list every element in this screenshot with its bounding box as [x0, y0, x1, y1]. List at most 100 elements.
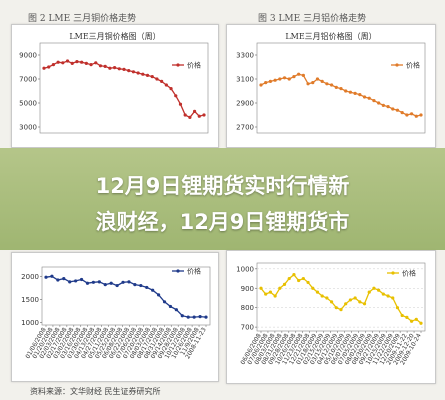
caption-right: 图 3 LME 三月铝价格走势	[258, 14, 367, 24]
legend-marker	[391, 271, 395, 275]
price-data-point	[273, 78, 277, 82]
price-data-point	[301, 73, 305, 77]
price-data-point	[353, 296, 357, 300]
price-data-point	[334, 85, 338, 89]
price-data-point	[108, 66, 112, 70]
plot-frame	[256, 42, 426, 134]
price-data-point	[198, 315, 202, 319]
price-data-point	[287, 276, 291, 281]
price-data-point	[400, 111, 404, 115]
price-data-point	[339, 308, 343, 312]
yellow-price-chart: 7008009001000价格06/06/200807/06/200808/03…	[236, 262, 426, 366]
price-data-point	[141, 72, 145, 76]
plot-frame	[41, 266, 211, 326]
price-data-point	[98, 64, 103, 68]
price-data-point	[155, 77, 159, 81]
price-data-point	[79, 277, 84, 282]
price-data-point	[419, 321, 423, 325]
price-data-point	[117, 67, 121, 71]
aluminum-chart: LME三月铝价格图（周） 2700 2900 3100 3300 价格	[236, 31, 426, 134]
price-data-point	[51, 63, 56, 67]
price-data-point	[297, 278, 301, 283]
price-data-point	[180, 314, 184, 318]
legend-marker	[395, 63, 399, 67]
legend-label: 价格	[402, 269, 416, 278]
price-data-point	[315, 77, 320, 81]
price-data-point	[56, 278, 60, 282]
price-data-point	[103, 283, 107, 287]
price-data-point	[391, 296, 395, 300]
plot-frame	[256, 262, 426, 332]
headline-banner[interactable]: 12月9日锂期货实时行情新 浪财经，12月9日锂期货市	[0, 148, 445, 250]
source-note: 资料来源：文华财经 民生证券研究所	[30, 387, 161, 396]
price-data-point	[169, 87, 173, 91]
price-data-point	[145, 285, 149, 290]
y-tick-label: 900	[241, 285, 254, 293]
price-data-point	[103, 64, 107, 68]
price-data-point	[297, 72, 301, 76]
legend-marker	[176, 269, 180, 273]
price-data-point	[97, 280, 101, 284]
price-data-point	[50, 274, 54, 278]
chart-title: LME三月铝价格图（周）	[285, 31, 376, 41]
price-data-point	[353, 91, 357, 95]
legend-label: 价格	[187, 267, 201, 276]
price-data-point	[91, 280, 96, 284]
price-data-point	[377, 101, 381, 105]
price-data-point	[372, 99, 376, 103]
price-data-point	[85, 281, 90, 285]
price-data-point	[414, 114, 418, 118]
price-data-point	[329, 300, 334, 304]
price-data-point	[139, 283, 143, 288]
price-data-point	[311, 286, 315, 290]
price-data-point	[56, 60, 60, 64]
price-data-point	[268, 290, 273, 294]
legend-marker	[176, 63, 180, 67]
price-data-point	[259, 286, 263, 290]
blue-price-chart: 100015002000价格01/06/200801/20/200802/03/…	[21, 266, 211, 360]
price-data-point	[160, 79, 164, 83]
headline-line-1: 12月9日锂期货实时行情新	[95, 174, 350, 198]
y-tick-label: 3300	[236, 52, 254, 60]
price-data-point	[127, 69, 131, 73]
price-data-point	[273, 294, 277, 298]
price-data-point	[94, 61, 98, 65]
price-data-point	[174, 94, 178, 98]
price-data-point	[414, 317, 418, 321]
price-data-point	[287, 77, 291, 81]
price-data-point	[419, 113, 423, 117]
price-data-point	[89, 63, 93, 67]
price-data-point	[268, 79, 273, 83]
price-data-point	[202, 113, 206, 117]
price-data-point	[367, 96, 371, 100]
y-tick-label: 800	[241, 304, 254, 312]
price-data-point	[192, 315, 196, 319]
price-data-point	[306, 280, 310, 285]
price-series-line	[260, 273, 422, 324]
price-data-point	[381, 292, 385, 296]
y-tick-label: 3100	[236, 76, 254, 84]
y-tick-label: 700	[241, 324, 254, 332]
price-series-line	[45, 275, 207, 318]
price-data-point	[306, 82, 310, 86]
chart-title: LME三月铜价格图（周）	[69, 31, 160, 41]
price-data-point	[334, 306, 338, 310]
price-data-point	[367, 290, 371, 294]
price-data-point	[80, 60, 84, 64]
price-data-point	[131, 70, 136, 74]
y-tick-label: 3000	[19, 124, 37, 132]
price-data-point	[386, 294, 390, 298]
price-data-point	[61, 61, 65, 65]
headline-line-2: 浪财经，12月9日锂期货市	[95, 210, 350, 234]
price-data-point	[164, 83, 168, 87]
price-data-point	[136, 71, 140, 75]
price-data-point	[301, 276, 305, 281]
price-data-point	[320, 79, 324, 83]
price-data-point	[395, 108, 400, 112]
price-data-point	[409, 319, 414, 323]
price-data-point	[145, 73, 150, 77]
legend-label: 价格	[406, 61, 420, 70]
price-data-point	[405, 113, 409, 117]
price-data-point	[362, 95, 367, 99]
y-tick-label: 2900	[236, 100, 254, 108]
